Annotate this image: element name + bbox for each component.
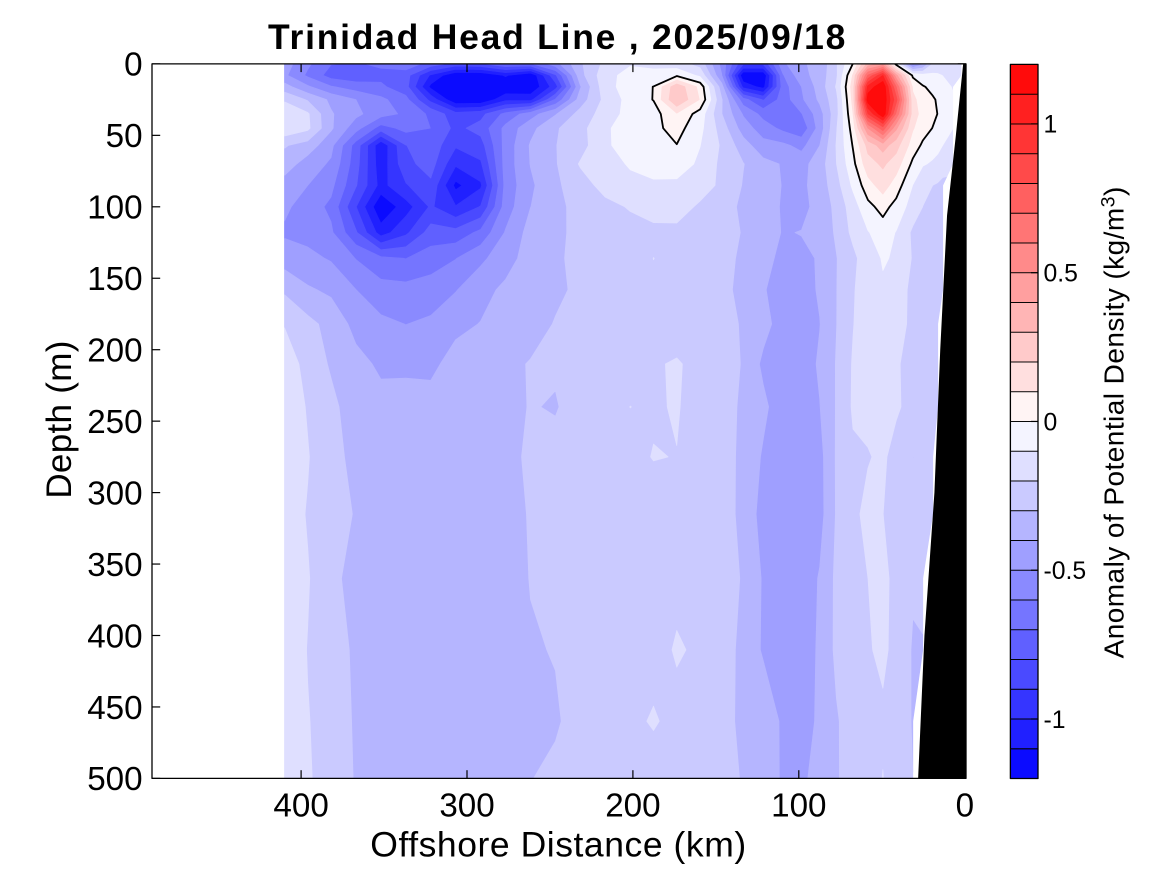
svg-text:150: 150 bbox=[87, 261, 142, 298]
svg-text:400: 400 bbox=[87, 618, 142, 655]
svg-text:300: 300 bbox=[87, 475, 142, 512]
svg-text:250: 250 bbox=[87, 404, 142, 441]
svg-text:300: 300 bbox=[439, 788, 494, 825]
svg-text:350: 350 bbox=[87, 547, 142, 584]
svg-text:50: 50 bbox=[106, 118, 143, 155]
svg-text:Depth (m): Depth (m) bbox=[40, 340, 79, 498]
svg-text:0: 0 bbox=[1044, 409, 1058, 436]
svg-text:100: 100 bbox=[771, 788, 826, 825]
svg-text:Offshore Distance (km): Offshore Distance (km) bbox=[370, 825, 746, 865]
svg-text:-1: -1 bbox=[1044, 707, 1066, 734]
svg-text:0.5: 0.5 bbox=[1044, 260, 1078, 287]
svg-text:500: 500 bbox=[87, 761, 142, 798]
svg-text:450: 450 bbox=[87, 690, 142, 727]
svg-text:Anomaly of Potential Density (: Anomaly of Potential Density (kg/m3) bbox=[1098, 186, 1130, 658]
svg-text:Trinidad Head Line , 2025/09/1: Trinidad Head Line , 2025/09/18 bbox=[268, 17, 847, 57]
svg-text:0: 0 bbox=[124, 47, 142, 84]
svg-text:100: 100 bbox=[87, 190, 142, 227]
svg-text:400: 400 bbox=[273, 788, 328, 825]
svg-text:200: 200 bbox=[605, 788, 660, 825]
svg-text:200: 200 bbox=[87, 333, 142, 370]
svg-text:-0.5: -0.5 bbox=[1044, 558, 1087, 585]
svg-text:1: 1 bbox=[1044, 112, 1058, 139]
svg-text:0: 0 bbox=[956, 788, 974, 825]
